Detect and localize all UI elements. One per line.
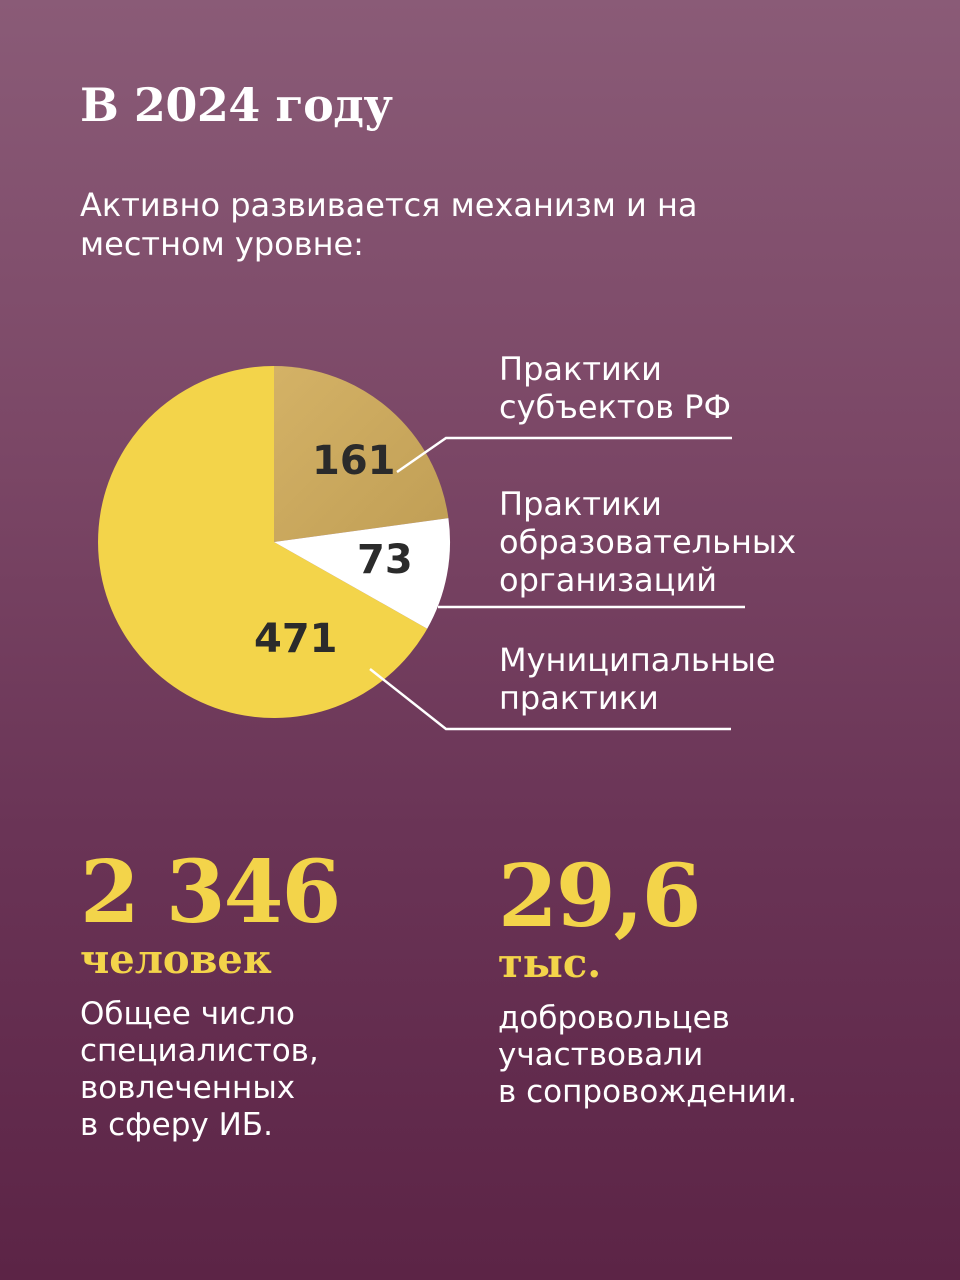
pie-chart: 161 73 471: [98, 365, 732, 731]
leader-line-regions: [396, 436, 732, 474]
stat-specialists-unit: человек: [80, 936, 272, 983]
slice-education: [274, 518, 451, 629]
slice-label-education: 73: [357, 537, 413, 583]
stat-volunteers-description: добровольцев участвовали в сопровождении…: [498, 1000, 798, 1110]
slice-label-regions: 161: [312, 438, 396, 484]
stat-specialists-value: 2 346: [80, 842, 341, 943]
slice-regions: [274, 365, 449, 542]
stat-specialists-description: Общее число специалистов, вовлеченных в …: [80, 996, 319, 1143]
legend-item-regions: Практики субъектов РФ: [499, 350, 731, 426]
stat-volunteers: 29,6 тыс. добровольцев участвовали в соп…: [498, 852, 797, 1111]
legend-item-municipal: Муниципальные практики: [499, 641, 776, 717]
stat-volunteers-value: 29,6: [498, 846, 701, 947]
stat-specialists: 2 346 человек Общее число специалистов, …: [80, 842, 341, 1144]
legend-item-education: Практики образовательных организаций: [499, 485, 797, 599]
leader-line-municipal: [369, 668, 731, 731]
page-title: В 2024 году: [80, 78, 393, 132]
page-subtitle: Активно развивается механизм и на местно…: [80, 186, 698, 263]
stat-volunteers-unit: тыс.: [498, 940, 602, 987]
slice-label-municipal: 471: [254, 616, 338, 662]
slice-municipal: [98, 366, 428, 718]
